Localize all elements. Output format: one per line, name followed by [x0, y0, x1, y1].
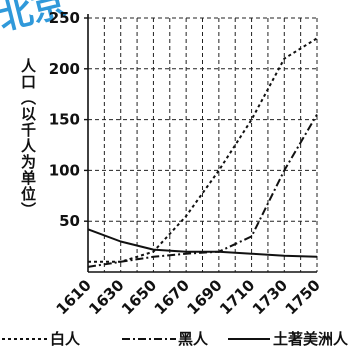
x-tick-label: 1670 — [151, 276, 193, 318]
y-tick-label: 150 — [49, 111, 80, 129]
legend-label-2: 土著美洲人 — [273, 330, 349, 348]
y-tick-label: 250 — [49, 9, 80, 27]
series-lines — [87, 37, 318, 268]
legend-label-1: 黑人 — [178, 330, 209, 348]
grid — [88, 17, 318, 272]
x-tick-label: 1650 — [118, 276, 160, 318]
y-tick-label: 50 — [59, 212, 80, 230]
y-tick-label: 200 — [49, 60, 80, 78]
x-tick-label: 1690 — [183, 276, 225, 318]
x-tick-label: 1730 — [249, 276, 291, 318]
x-tick-label: 1610 — [53, 276, 95, 318]
y-axis-label: 人口（以千人为单位） — [19, 58, 37, 218]
x-tick-label: 1750 — [282, 276, 324, 318]
x-tick-label: 1630 — [85, 276, 127, 318]
legend: 白人 黑人 土著美洲人 — [2, 330, 349, 348]
axes — [84, 14, 317, 273]
legend-label-0: 白人 — [50, 330, 81, 348]
y-tick-label: 100 — [49, 161, 80, 179]
x-tick-label: 1710 — [216, 276, 258, 318]
series-line-2 — [87, 228, 318, 258]
